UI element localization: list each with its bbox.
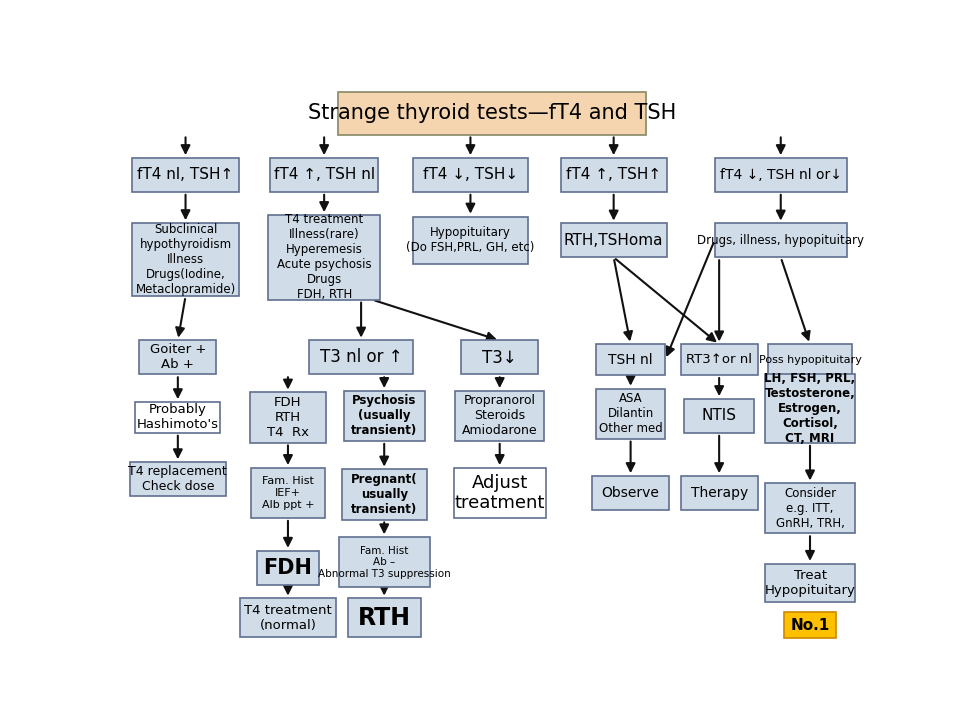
FancyBboxPatch shape xyxy=(681,344,757,375)
FancyBboxPatch shape xyxy=(139,341,216,374)
FancyBboxPatch shape xyxy=(714,223,847,257)
Text: fT4 ↑, TSH nl: fT4 ↑, TSH nl xyxy=(274,168,374,182)
Text: Consider
e.g. ITT,
GnRH, TRH,: Consider e.g. ITT, GnRH, TRH, xyxy=(776,487,845,530)
FancyBboxPatch shape xyxy=(455,391,544,441)
Text: RT3↑or nl: RT3↑or nl xyxy=(686,354,752,366)
Text: Treat
Hypopituitary: Treat Hypopituitary xyxy=(764,569,855,597)
Text: No.1: No.1 xyxy=(790,618,829,633)
Text: RTH: RTH xyxy=(358,606,411,630)
Text: T4 treatment
Illness(rare)
Hyperemesis
Acute psychosis
Drugs
FDH, RTH: T4 treatment Illness(rare) Hyperemesis A… xyxy=(276,213,372,302)
FancyBboxPatch shape xyxy=(268,215,380,300)
Text: Propranorol
Steroids
Amiodarone: Propranorol Steroids Amiodarone xyxy=(462,395,538,438)
FancyBboxPatch shape xyxy=(561,158,667,192)
Text: fT4 ↓, TSH↓: fT4 ↓, TSH↓ xyxy=(422,168,518,182)
Text: Poss hypopituitary: Poss hypopituitary xyxy=(758,355,861,365)
FancyBboxPatch shape xyxy=(344,391,424,441)
FancyBboxPatch shape xyxy=(453,468,546,518)
Text: fT4 ↓, TSH nl or↓: fT4 ↓, TSH nl or↓ xyxy=(720,168,842,182)
FancyBboxPatch shape xyxy=(257,551,319,585)
FancyBboxPatch shape xyxy=(714,158,847,192)
Text: NTIS: NTIS xyxy=(702,408,736,423)
Text: RTH,TSHoma: RTH,TSHoma xyxy=(564,233,663,248)
FancyBboxPatch shape xyxy=(132,223,239,296)
FancyBboxPatch shape xyxy=(342,469,426,520)
Text: Adjust
treatment: Adjust treatment xyxy=(454,474,545,513)
FancyBboxPatch shape xyxy=(348,598,420,637)
Text: Probably
Hashimoto's: Probably Hashimoto's xyxy=(137,403,219,431)
Text: FDH
RTH
T4  Rx: FDH RTH T4 Rx xyxy=(267,396,309,439)
Text: Pregnant(
usually
transient): Pregnant( usually transient) xyxy=(351,473,418,516)
FancyBboxPatch shape xyxy=(764,374,855,443)
FancyBboxPatch shape xyxy=(339,537,430,588)
FancyBboxPatch shape xyxy=(309,341,413,374)
Text: fT4 nl, TSH↑: fT4 nl, TSH↑ xyxy=(137,168,233,182)
Text: T4 replacement
Check dose: T4 replacement Check dose xyxy=(129,465,228,493)
FancyBboxPatch shape xyxy=(783,612,836,639)
FancyBboxPatch shape xyxy=(684,399,754,433)
Text: T3 nl or ↑: T3 nl or ↑ xyxy=(320,348,402,366)
Text: ASA
Dilantin
Other med: ASA Dilantin Other med xyxy=(599,392,662,435)
FancyBboxPatch shape xyxy=(596,344,665,375)
FancyBboxPatch shape xyxy=(764,483,855,534)
Text: Fam. Hist
IEF+
Alb ppt +: Fam. Hist IEF+ Alb ppt + xyxy=(262,477,314,510)
Text: Subclinical
hypothyroidism
Illness
Drugs(Iodine,
Metaclopramide): Subclinical hypothyroidism Illness Drugs… xyxy=(135,223,235,296)
FancyBboxPatch shape xyxy=(338,92,646,135)
FancyBboxPatch shape xyxy=(592,476,669,510)
Text: Psychosis
(usually
transient): Psychosis (usually transient) xyxy=(351,395,418,438)
FancyBboxPatch shape xyxy=(252,468,324,518)
Text: TSH nl: TSH nl xyxy=(609,353,653,366)
Text: Strange thyroid tests—fT4 and TSH: Strange thyroid tests—fT4 and TSH xyxy=(308,104,676,123)
Text: FDH: FDH xyxy=(263,558,312,577)
Text: Therapy: Therapy xyxy=(690,486,748,500)
FancyBboxPatch shape xyxy=(596,389,665,438)
Text: T4 treatment
(normal): T4 treatment (normal) xyxy=(244,603,332,631)
FancyBboxPatch shape xyxy=(768,344,852,375)
FancyBboxPatch shape xyxy=(271,158,378,192)
FancyBboxPatch shape xyxy=(461,341,539,374)
Text: Hypopituitary
(Do FSH,PRL, GH, etc): Hypopituitary (Do FSH,PRL, GH, etc) xyxy=(406,226,535,254)
Text: Fam. Hist
Ab –
Abnormal T3 suppression: Fam. Hist Ab – Abnormal T3 suppression xyxy=(318,546,450,579)
Text: Drugs, illness, hypopituitary: Drugs, illness, hypopituitary xyxy=(697,234,864,247)
Text: Observe: Observe xyxy=(602,486,660,500)
FancyBboxPatch shape xyxy=(764,564,855,603)
FancyBboxPatch shape xyxy=(561,223,667,257)
Text: fT4 ↑, TSH↑: fT4 ↑, TSH↑ xyxy=(566,168,661,182)
FancyBboxPatch shape xyxy=(413,217,528,264)
FancyBboxPatch shape xyxy=(413,158,528,192)
FancyBboxPatch shape xyxy=(240,598,336,637)
Text: Goiter +
Ab +: Goiter + Ab + xyxy=(150,343,206,372)
Text: T3↓: T3↓ xyxy=(482,348,517,366)
Text: LH, FSH, PRL,
Testosterone,
Estrogen,
Cortisol,
CT, MRI: LH, FSH, PRL, Testosterone, Estrogen, Co… xyxy=(764,372,855,445)
FancyBboxPatch shape xyxy=(132,158,239,192)
FancyBboxPatch shape xyxy=(130,462,226,496)
FancyBboxPatch shape xyxy=(251,392,325,443)
FancyBboxPatch shape xyxy=(135,402,220,433)
FancyBboxPatch shape xyxy=(681,476,757,510)
